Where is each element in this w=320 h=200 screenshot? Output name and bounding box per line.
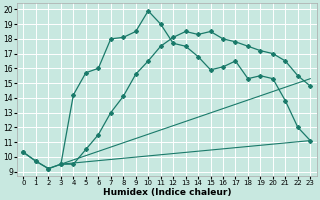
X-axis label: Humidex (Indice chaleur): Humidex (Indice chaleur) [103, 188, 231, 197]
